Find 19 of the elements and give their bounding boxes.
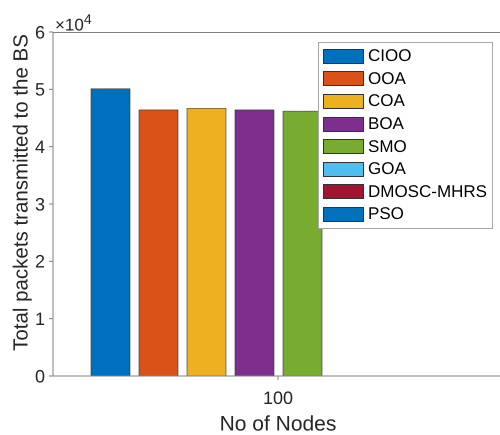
y-tick-label: 4 xyxy=(34,137,45,158)
legend-label: DMOSC-MHRS xyxy=(368,182,487,202)
y-tick-label: 5 xyxy=(34,80,45,100)
legend-label: BOA xyxy=(368,114,404,134)
y-tick-label: 1 xyxy=(34,309,45,330)
legend-label: COA xyxy=(368,91,405,112)
y-tick-label: 0 xyxy=(34,366,45,386)
y-tick-label: 2 xyxy=(34,252,45,272)
annotation: ×10$^{4}$ xyxy=(55,11,92,36)
legend-label: CIOO xyxy=(368,46,412,66)
legend-label: PSO xyxy=(368,204,404,224)
legend-label: GOA xyxy=(368,159,406,180)
y-tick-label: 3 xyxy=(34,194,45,214)
y-axis-title: Total packets transmitted to the BS xyxy=(9,34,32,351)
x-tick-label: 100 xyxy=(262,388,294,408)
legend-label: OOA xyxy=(368,68,406,89)
y-tick-label: 6 xyxy=(34,22,45,42)
legend-label: SMO xyxy=(368,136,407,157)
x-axis-title: No of Nodes xyxy=(220,412,336,435)
